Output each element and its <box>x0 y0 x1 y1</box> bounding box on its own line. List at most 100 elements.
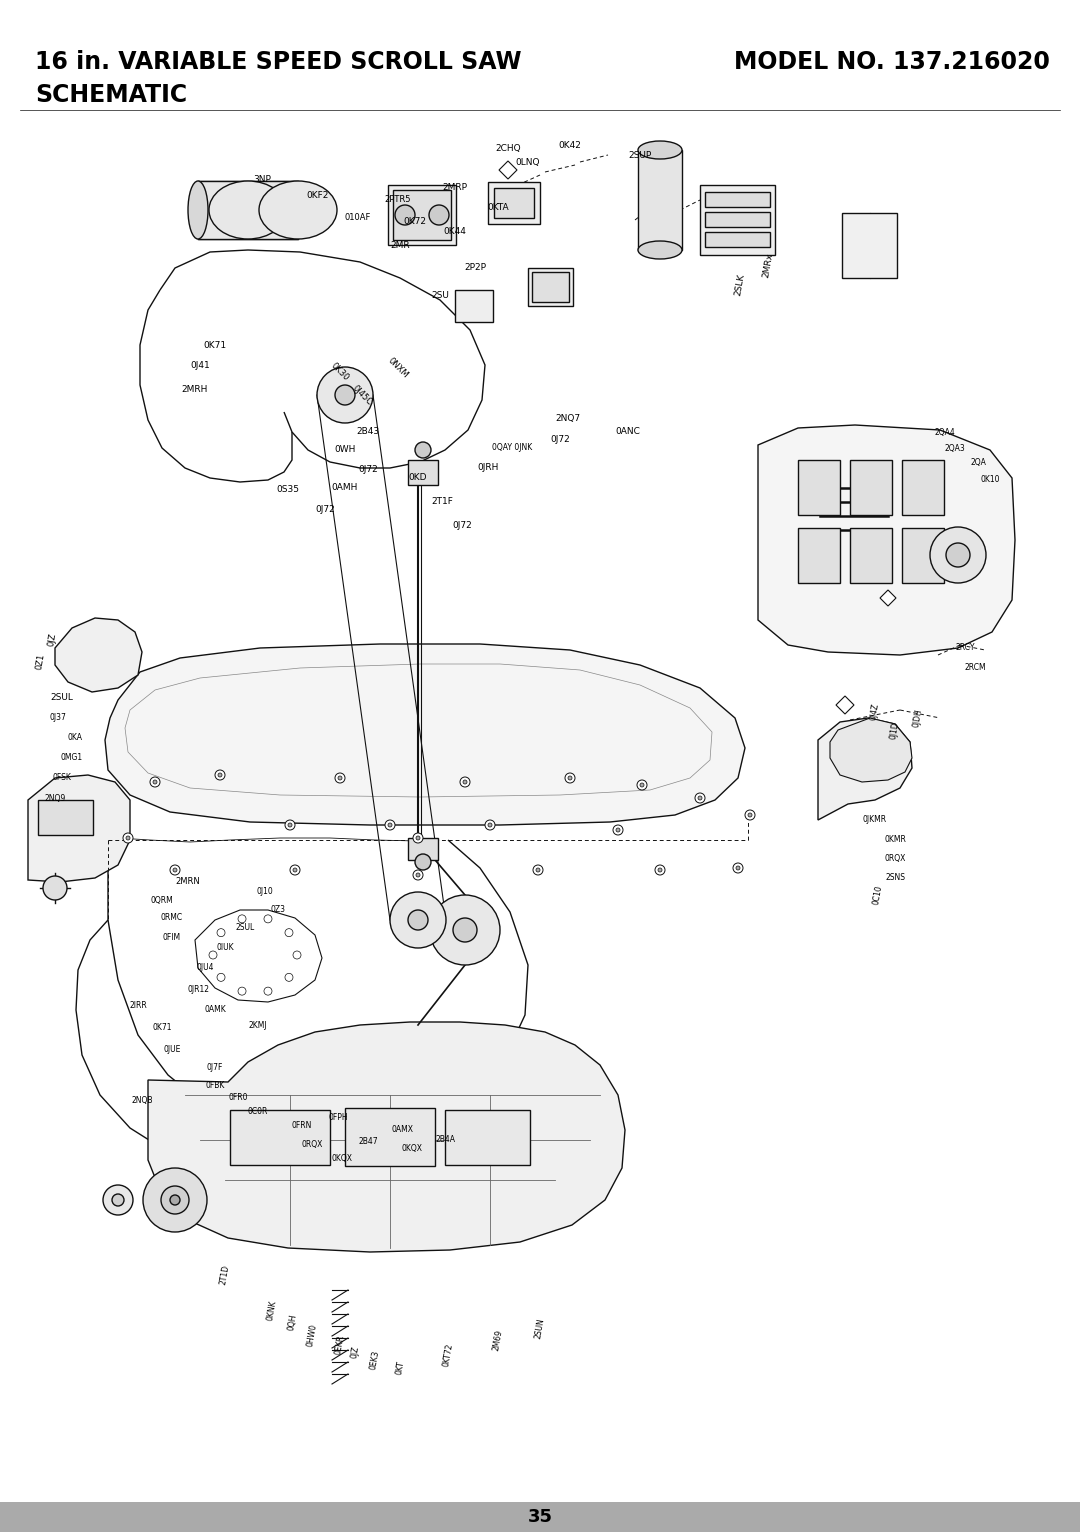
Bar <box>494 188 534 218</box>
Circle shape <box>112 1193 124 1206</box>
Text: 2MRx: 2MRx <box>761 251 774 279</box>
Circle shape <box>217 973 225 982</box>
Circle shape <box>390 892 446 948</box>
Circle shape <box>126 836 130 840</box>
Text: 0JKMR: 0JKMR <box>863 815 887 824</box>
Circle shape <box>143 1167 207 1232</box>
Circle shape <box>415 853 431 870</box>
Circle shape <box>698 797 702 800</box>
Text: 0KT: 0KT <box>394 1360 406 1376</box>
Text: 2B43: 2B43 <box>356 427 379 437</box>
Circle shape <box>217 928 225 936</box>
Text: 0J72: 0J72 <box>550 435 570 444</box>
Polygon shape <box>105 643 745 826</box>
Circle shape <box>640 783 644 787</box>
Text: 0FRN: 0FRN <box>292 1120 312 1129</box>
Text: 0EKR: 0EKR <box>334 1334 347 1356</box>
Bar <box>408 460 438 486</box>
Circle shape <box>215 771 225 780</box>
Circle shape <box>238 915 246 922</box>
Text: 2MRP: 2MRP <box>443 184 468 193</box>
Circle shape <box>293 951 301 959</box>
Circle shape <box>946 542 970 567</box>
Text: 0EK3: 0EK3 <box>369 1350 381 1371</box>
Text: 2SUL: 2SUL <box>235 924 255 933</box>
Ellipse shape <box>638 241 681 259</box>
Text: 0AMH: 0AMH <box>332 484 359 492</box>
Bar <box>842 213 897 277</box>
Polygon shape <box>758 424 1015 656</box>
Text: 0J1D: 0J1D <box>889 720 901 740</box>
Text: 0S35: 0S35 <box>276 486 299 495</box>
Circle shape <box>565 774 575 783</box>
Text: 0K72: 0K72 <box>404 218 427 227</box>
Text: 0J7F: 0J7F <box>206 1063 224 1072</box>
Text: 2NQB: 2NQB <box>132 1095 152 1105</box>
Text: 0K44: 0K44 <box>444 227 467 236</box>
Text: 0KT72: 0KT72 <box>442 1342 455 1368</box>
Circle shape <box>654 866 665 875</box>
Circle shape <box>416 873 420 876</box>
Text: SCHEMATIC: SCHEMATIC <box>35 83 187 107</box>
Text: 0FSK: 0FSK <box>53 774 71 783</box>
Circle shape <box>288 823 292 827</box>
Text: 0KNK: 0KNK <box>266 1299 279 1321</box>
Text: 2MRH: 2MRH <box>181 386 208 395</box>
Text: 0RQX: 0RQX <box>301 1140 323 1149</box>
Bar <box>798 529 840 584</box>
Circle shape <box>568 777 572 780</box>
Circle shape <box>463 780 467 784</box>
Text: 0JRH: 0JRH <box>477 464 499 472</box>
Text: 0J72: 0J72 <box>359 466 378 475</box>
Text: 0KTA: 0KTA <box>487 204 509 213</box>
Polygon shape <box>880 590 896 607</box>
Bar <box>705 211 770 227</box>
Text: 0J4Z: 0J4Z <box>869 703 881 722</box>
Circle shape <box>413 833 423 843</box>
Circle shape <box>285 973 293 982</box>
Text: 2P2P: 2P2P <box>464 264 486 273</box>
Text: 2QA3: 2QA3 <box>945 443 966 452</box>
Bar <box>532 273 569 302</box>
Bar <box>393 190 451 241</box>
Text: 2QA4: 2QA4 <box>934 427 956 437</box>
Text: 010AF: 010AF <box>345 213 372 222</box>
Circle shape <box>161 1186 189 1213</box>
Bar <box>705 192 770 207</box>
Circle shape <box>413 870 423 879</box>
Ellipse shape <box>638 141 681 159</box>
Text: 3NP: 3NP <box>253 176 271 184</box>
Circle shape <box>430 895 500 965</box>
Text: 0MG1: 0MG1 <box>60 754 83 763</box>
Text: 0JZ: 0JZ <box>350 1345 361 1359</box>
Text: 0JU4: 0JU4 <box>197 964 214 973</box>
Circle shape <box>733 863 743 873</box>
Polygon shape <box>28 775 130 882</box>
Text: 0HW0: 0HW0 <box>306 1324 319 1347</box>
Bar <box>230 1111 330 1164</box>
Bar <box>705 231 770 247</box>
Text: 0K30: 0K30 <box>329 362 351 383</box>
Circle shape <box>536 869 540 872</box>
Text: 0KA: 0KA <box>67 734 82 743</box>
Bar <box>38 800 93 835</box>
Text: 0J37: 0J37 <box>50 714 67 723</box>
Text: 2SLK: 2SLK <box>733 273 746 297</box>
Circle shape <box>388 823 392 827</box>
Text: 0K71: 0K71 <box>152 1023 172 1033</box>
Circle shape <box>103 1184 133 1215</box>
Text: 0QRM: 0QRM <box>150 896 174 904</box>
Polygon shape <box>55 617 141 692</box>
Circle shape <box>43 876 67 899</box>
Bar <box>528 268 573 306</box>
Bar <box>0 1501 1080 1532</box>
Circle shape <box>338 777 342 780</box>
Ellipse shape <box>210 181 287 239</box>
Text: 0QAY 0JNK: 0QAY 0JNK <box>491 443 532 452</box>
Circle shape <box>637 780 647 791</box>
Text: 2M69: 2M69 <box>491 1328 504 1351</box>
Text: 0KMR: 0KMR <box>885 835 906 844</box>
Circle shape <box>415 443 431 458</box>
Circle shape <box>318 368 373 423</box>
Circle shape <box>613 826 623 835</box>
